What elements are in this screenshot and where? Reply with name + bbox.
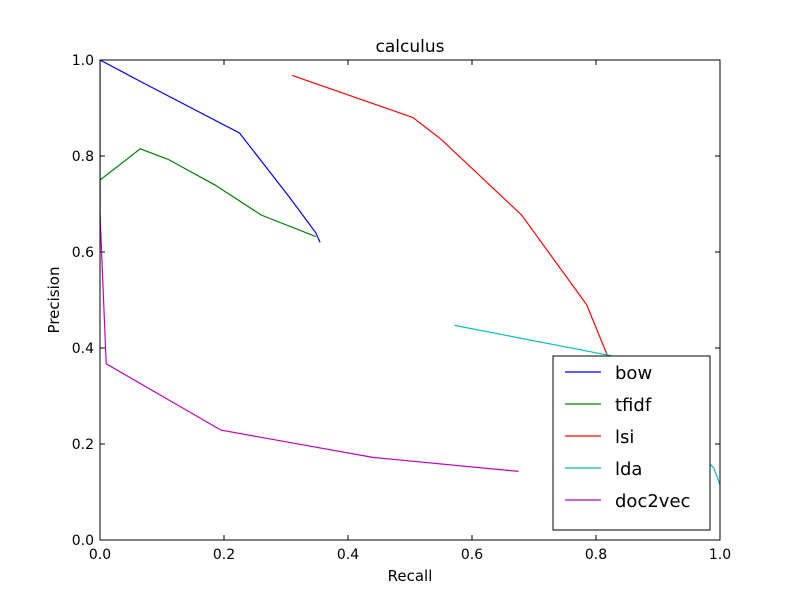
x-tick-label: 1.0 [709,547,731,563]
x-tick-label: 0.6 [461,547,483,563]
legend-label-doc2vec: doc2vec [615,491,690,512]
series-line-tfidf [100,148,317,238]
y-axis-label: Precision [45,267,63,334]
y-tick-label: 0.2 [72,437,94,453]
y-tick-label: 0.8 [72,149,94,165]
y-tick-label: 0.6 [72,245,94,261]
x-tick-label: 0.8 [585,547,607,563]
legend-box [552,355,711,531]
series-line-bow [100,60,321,244]
chart-title: calculus [376,37,445,57]
legend-label-lsi: lsi [615,427,634,448]
x-tick-label: 0.2 [213,547,235,563]
legend: bow tfidf lsi lda doc2vec [552,355,711,531]
legend-label-tfidf: tfidf [615,395,652,416]
x-tick-label: 0.0 [89,547,111,563]
x-tick-label: 0.4 [337,547,359,563]
axis-ticks: 0.0 0.2 0.4 0.6 0.8 1.0 0.0 0.2 0.4 0.6 0.8 1.0 [72,53,731,563]
y-tick-label: 1.0 [72,53,94,69]
legend-label-lda: lda [615,459,642,480]
series-line-doc2vec [100,213,519,472]
y-tick-label: 0.4 [72,341,94,357]
x-axis-label: Recall [388,567,433,585]
plot-frame [99,59,721,541]
legend-label-bow: bow [615,363,652,384]
y-tick-label: 0.0 [72,533,94,549]
